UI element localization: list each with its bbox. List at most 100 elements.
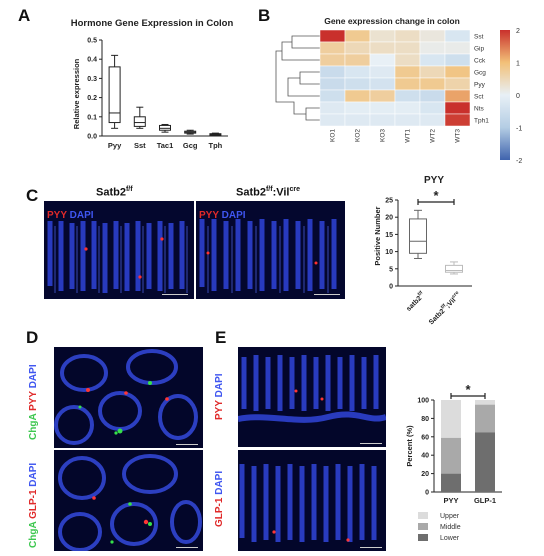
heatmap-cell	[394, 53, 421, 67]
heatmap-cell	[444, 65, 471, 79]
heatmap-cell	[419, 113, 446, 127]
chart-e-legend-label: Upper	[440, 513, 460, 520]
heatmap-scale-label: 2	[516, 28, 520, 35]
chart-e-bar-segment	[475, 400, 495, 405]
panel-label-b: B	[258, 6, 271, 25]
heatmap-cell	[444, 77, 471, 91]
chart-a-boxplot: Hormone Gene Expression in Colon Relativ…	[71, 18, 234, 150]
heatmap-scale-label: -1	[516, 126, 522, 133]
heatmap-cell	[394, 113, 421, 127]
chart-c-significance-star: *	[433, 188, 439, 203]
heatmap-scale-label: -2	[516, 158, 522, 165]
heatmap-column-label: KO2	[355, 129, 362, 142]
heatmap-cell	[369, 29, 396, 43]
chart-a-ytick-label: 0.5	[87, 38, 97, 45]
chart-a-ytick-label: 0.2	[87, 95, 97, 102]
heatmap-cell	[319, 41, 346, 55]
heatmap-cell	[394, 101, 421, 115]
panel-c-image-control: PYY DAPI	[44, 201, 194, 299]
heatmap-column-label: KO3	[380, 129, 387, 142]
panel-label-e: E	[215, 328, 227, 347]
heatmap-cell	[369, 53, 396, 67]
colon-crypts-image	[196, 201, 345, 299]
crypt-cross-section-image	[54, 347, 203, 448]
chart-a-ytick-label: 0.3	[87, 76, 97, 83]
heatmap-cell	[394, 29, 421, 43]
heatmap-column-label: WT3	[455, 129, 462, 143]
chart-c-ytick-label: 20	[385, 215, 393, 222]
heatmap-row-label: Tph1	[474, 118, 489, 125]
colon-crypts-image	[44, 201, 194, 299]
heatmap-cell	[444, 29, 471, 43]
chart-c-box	[445, 264, 463, 273]
chart-e-ytick-label: 100	[417, 398, 429, 405]
heatmap-cell	[369, 89, 396, 103]
heatmap-cell	[319, 101, 346, 115]
heatmap-dendrogram	[275, 35, 320, 121]
heatmap-cell	[444, 113, 471, 127]
chart-e-legend-swatch	[418, 534, 428, 541]
heatmap-row-label: Nts	[474, 106, 485, 113]
chart-e-legend-swatch	[418, 512, 428, 519]
heatmap-cell	[344, 113, 371, 127]
chart-b-title: Gene expression change in colon	[324, 16, 460, 26]
heatmap-cell	[419, 65, 446, 79]
chart-c-box	[409, 218, 427, 254]
chart-c-title: PYY	[424, 175, 444, 186]
heatmap-cell	[369, 101, 396, 115]
chart-e-category-label: PYY	[443, 496, 458, 505]
panel-d-label-bottom: ChgA GLP-1 DAPI	[28, 462, 39, 548]
heatmap-cell	[319, 65, 346, 79]
chart-e-bar-segment	[475, 432, 495, 492]
heatmap-cell	[419, 41, 446, 55]
crypt-cross-section-image	[54, 450, 203, 551]
heatmap-cell	[369, 77, 396, 91]
heatmap-cell	[444, 41, 471, 55]
chart-c-ylabel: Positive Number	[373, 206, 382, 265]
heatmap-cell	[419, 53, 446, 67]
chart-a-box	[108, 66, 121, 124]
heatmap-row-label: Gcg	[474, 70, 486, 77]
heatmap-cell	[344, 41, 371, 55]
heatmap-cell	[319, 53, 346, 67]
chart-c-ytick-label: 10	[385, 249, 393, 256]
chart-a-category-label: Tph	[209, 141, 223, 150]
heatmap-row-label: Sst	[474, 34, 484, 41]
chart-c-ytick-label: 15	[385, 232, 393, 239]
panel-c-image1-title: Satb2f/f	[96, 186, 133, 199]
heatmap-color-scale	[500, 30, 510, 160]
panel-e-label-bottom: GLP-1 DAPI	[214, 470, 225, 527]
chart-e-ylabel: Percent (%)	[405, 425, 414, 467]
heatmap-cell	[344, 89, 371, 103]
heatmap-cell	[394, 41, 421, 55]
chart-c-ytick-label: 5	[389, 266, 393, 273]
heatmap-cell	[369, 65, 396, 79]
panel-d-label-top: ChgA PYY DAPI	[28, 364, 39, 440]
panel-c-stain-label-1: PYY DAPI	[47, 210, 94, 221]
chart-e-ytick-label: 60	[421, 434, 429, 441]
heatmap-cell	[419, 89, 446, 103]
heatmap-cell	[344, 53, 371, 67]
heatmap-cell	[394, 89, 421, 103]
chart-e-ytick-label: 20	[421, 471, 429, 478]
chart-e-bar-segment	[475, 404, 495, 433]
heatmap-cell	[419, 29, 446, 43]
panel-d-image-chga-pyy	[54, 347, 203, 448]
panel-label-c: C	[26, 186, 39, 205]
chart-e-significance-star: *	[465, 382, 471, 397]
chart-a-ytick-label: 0.4	[87, 57, 97, 64]
chart-a-category-label: Pyy	[108, 141, 122, 150]
heatmap-row-label: Pyy	[474, 82, 486, 89]
panel-e-image-glp1	[238, 450, 386, 551]
heatmap-cell	[394, 77, 421, 91]
heatmap-cell	[419, 77, 446, 91]
chart-c-ytick-label: 0	[389, 284, 393, 291]
panel-e-label-top: PYY DAPI	[214, 373, 225, 420]
colon-crypts-image	[238, 450, 386, 551]
heatmap-row-label: Gip	[474, 46, 485, 53]
chart-e-legend-label: Middle	[440, 524, 461, 531]
chart-e-ytick-label: 40	[421, 453, 429, 460]
chart-e-legend-label: Lower	[440, 535, 460, 542]
heatmap-cell	[444, 89, 471, 103]
chart-a-box	[133, 116, 146, 127]
